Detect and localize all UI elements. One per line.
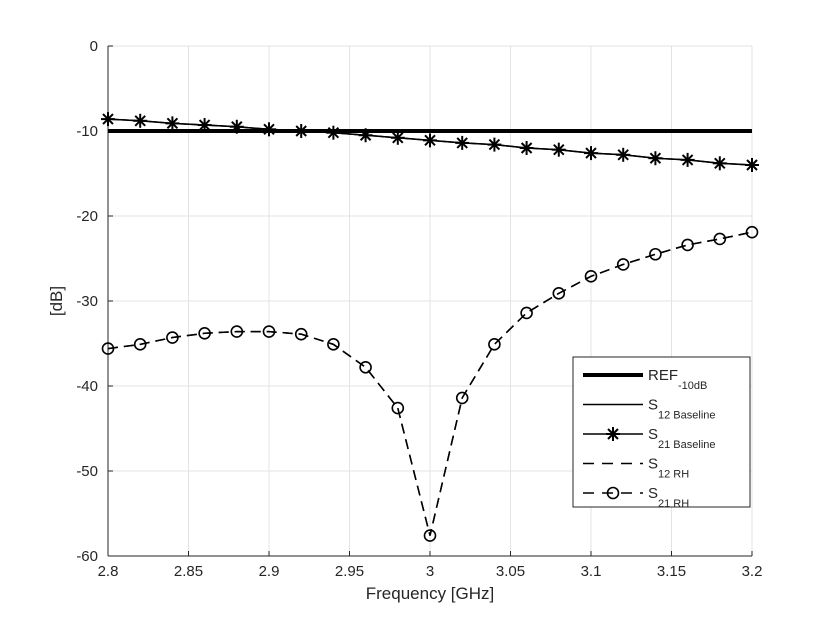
data-point bbox=[390, 130, 405, 145]
data-point bbox=[584, 270, 598, 283]
x-axis-label: Frequency [GHz] bbox=[366, 584, 495, 603]
legend-label: S bbox=[648, 456, 658, 473]
data-point bbox=[198, 326, 211, 340]
data-point bbox=[584, 146, 598, 161]
legend-item: S12 Baseline bbox=[583, 397, 716, 422]
legend-subscript: 12 RH bbox=[658, 469, 689, 481]
data-point bbox=[166, 331, 179, 344]
x-tick-label: 2.85 bbox=[174, 563, 203, 580]
x-tick-label: 3.2 bbox=[742, 563, 763, 580]
data-point bbox=[648, 151, 663, 166]
legend-label: S bbox=[648, 397, 658, 414]
svg-text:S12 RH: S12 RH bbox=[648, 456, 689, 481]
svg-text:S21 RH: S21 RH bbox=[648, 485, 689, 510]
y-tick-label: -10 bbox=[76, 123, 98, 140]
data-point bbox=[455, 135, 470, 150]
data-point bbox=[487, 137, 502, 152]
y-tick-label: -40 bbox=[76, 378, 98, 395]
data-point bbox=[262, 122, 276, 137]
data-point bbox=[101, 112, 115, 127]
svg-text:S21 Baseline: S21 Baseline bbox=[648, 426, 716, 451]
series-2 bbox=[101, 112, 759, 172]
legend-item: S21 Baseline bbox=[583, 426, 716, 451]
data-point bbox=[133, 338, 147, 351]
y-tick-label: -50 bbox=[76, 463, 98, 480]
data-point bbox=[358, 128, 373, 143]
data-point bbox=[681, 238, 694, 252]
data-point bbox=[262, 325, 276, 338]
data-point bbox=[551, 142, 566, 157]
x-tick-label: 2.8 bbox=[98, 563, 119, 580]
data-point bbox=[294, 327, 308, 341]
data-point bbox=[745, 225, 759, 239]
data-point bbox=[133, 113, 148, 128]
legend-subscript: 21 Baseline bbox=[658, 439, 716, 451]
legend-subscript: 21 RH bbox=[658, 498, 689, 510]
data-point bbox=[713, 232, 727, 246]
data-point bbox=[197, 118, 212, 133]
x-tick-label: 3 bbox=[426, 563, 434, 580]
data-point bbox=[359, 360, 372, 374]
data-point bbox=[391, 401, 405, 415]
data-point bbox=[165, 116, 180, 131]
data-point bbox=[616, 147, 631, 162]
data-point bbox=[326, 125, 341, 140]
legend-subscript: -10dB bbox=[678, 380, 707, 392]
data-point bbox=[552, 287, 566, 300]
series-4 bbox=[101, 225, 759, 542]
legend-subscript: 12 Baseline bbox=[658, 410, 716, 422]
x-tick-label: 2.9 bbox=[259, 563, 280, 580]
data-point bbox=[680, 152, 695, 167]
y-tick-label: -30 bbox=[76, 293, 98, 310]
data-point bbox=[327, 338, 340, 351]
legend-item: S21 RH bbox=[583, 485, 689, 510]
data-point bbox=[229, 119, 244, 134]
data-point bbox=[712, 156, 727, 171]
y-tick-label: -60 bbox=[76, 548, 98, 565]
data-point bbox=[423, 529, 437, 542]
data-point bbox=[519, 141, 534, 155]
x-tick-label: 3.15 bbox=[657, 563, 686, 580]
data-point bbox=[649, 247, 662, 261]
x-tick-label: 3.05 bbox=[496, 563, 525, 580]
legend-label: S bbox=[648, 426, 658, 443]
svg-text:S12 Baseline: S12 Baseline bbox=[648, 397, 716, 422]
series-line bbox=[107, 231, 753, 536]
svg-text:REF-10dB: REF-10dB bbox=[648, 367, 707, 392]
data-point bbox=[455, 391, 469, 405]
data-point bbox=[745, 158, 759, 172]
data-point bbox=[294, 124, 309, 138]
x-tick-label: 2.95 bbox=[335, 563, 364, 580]
y-axis-label: [dB] bbox=[47, 286, 66, 316]
legend-label: REF bbox=[648, 367, 678, 384]
data-point bbox=[230, 325, 244, 338]
x-tick-label: 3.1 bbox=[581, 563, 602, 580]
data-point bbox=[616, 258, 630, 271]
data-point bbox=[423, 133, 437, 148]
y-tick-label: -20 bbox=[76, 208, 98, 225]
legend-label: S bbox=[648, 485, 658, 502]
y-tick-label: 0 bbox=[90, 38, 98, 55]
legend-item: REF-10dB bbox=[583, 367, 707, 392]
legend-item: S12 RH bbox=[583, 456, 689, 481]
data-point bbox=[488, 338, 501, 351]
data-point bbox=[520, 306, 533, 320]
data-point bbox=[101, 342, 115, 355]
